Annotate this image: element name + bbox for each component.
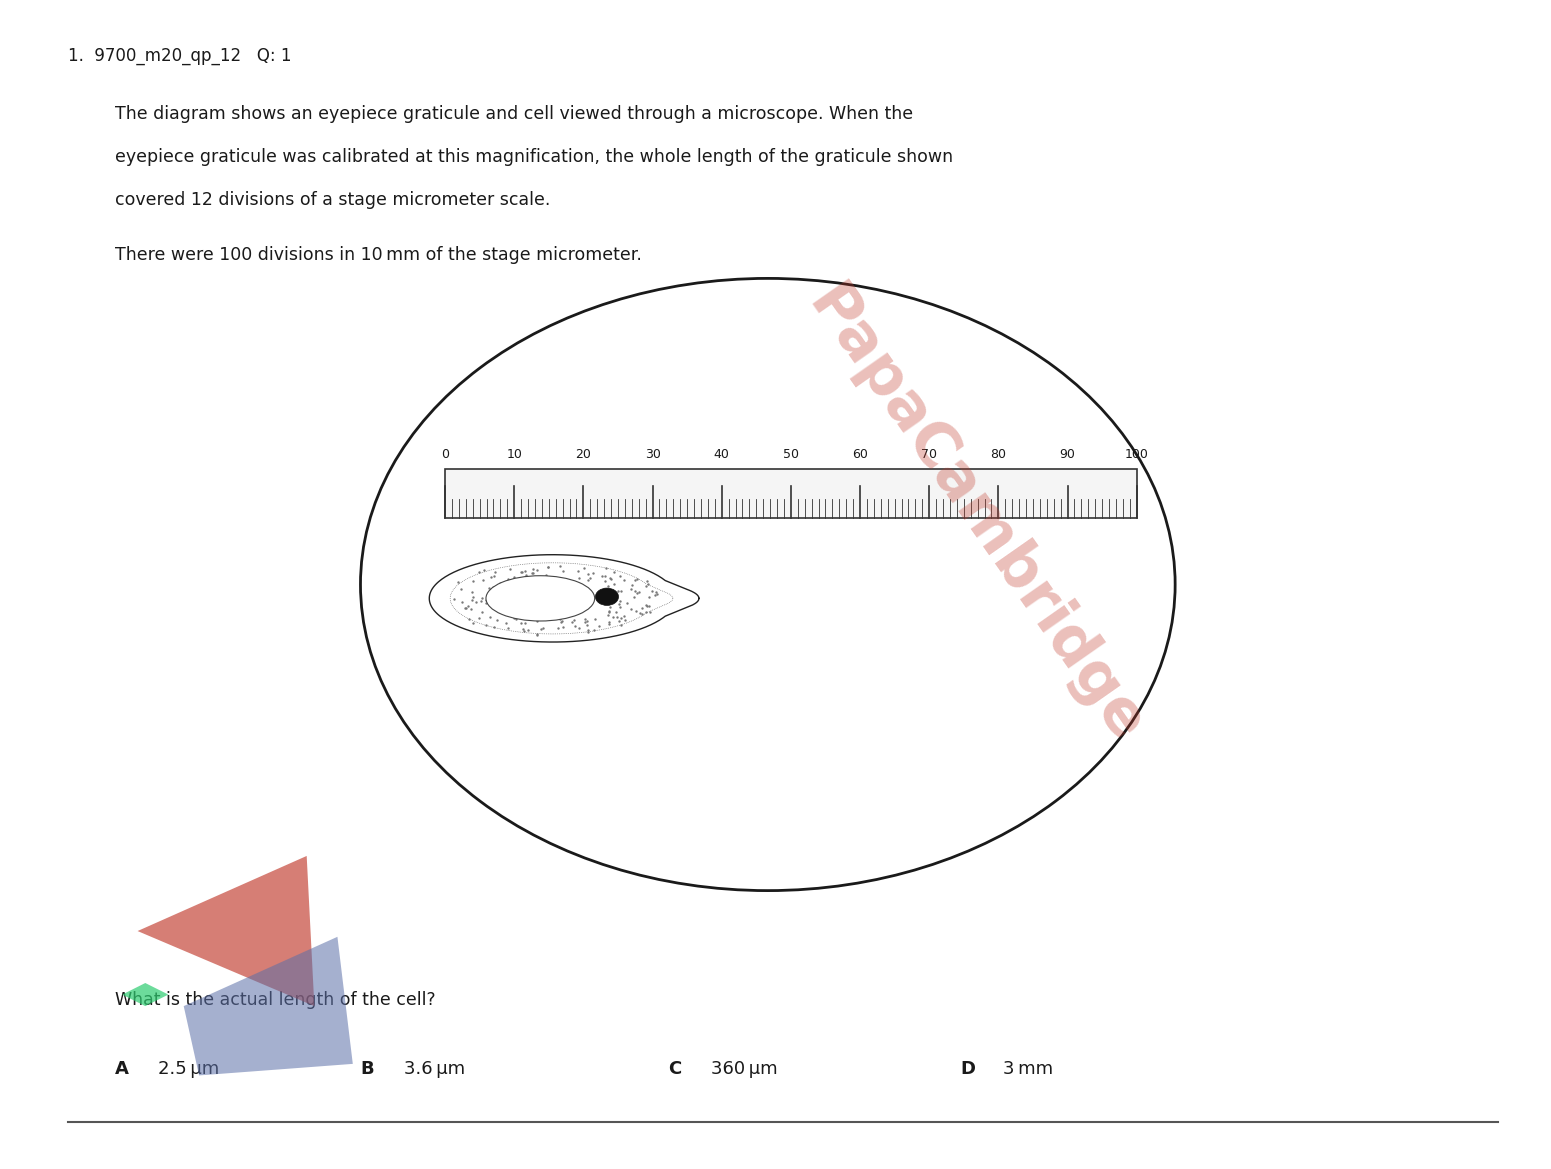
Text: 0: 0 [440,448,450,461]
Circle shape [596,588,619,606]
Text: The diagram shows an eyepiece graticule and cell viewed through a microscope. Wh: The diagram shows an eyepiece graticule … [115,105,912,123]
Text: D: D [960,1060,976,1079]
FancyBboxPatch shape [445,469,1137,518]
Text: 80: 80 [991,448,1007,461]
Text: B: B [360,1060,374,1079]
Text: 60: 60 [851,448,869,461]
Text: There were 100 divisions in 10 mm of the stage micrometer.: There were 100 divisions in 10 mm of the… [115,245,642,264]
Text: 2.5 μm: 2.5 μm [158,1060,219,1079]
Text: What is the actual length of the cell?: What is the actual length of the cell? [115,991,436,1009]
Polygon shape [183,936,352,1075]
Text: eyepiece graticule was calibrated at this magnification, the whole length of the: eyepiece graticule was calibrated at thi… [115,147,952,166]
Polygon shape [123,983,169,1007]
Text: 50: 50 [783,448,799,461]
Text: 40: 40 [713,448,729,461]
Text: 360 μm: 360 μm [710,1060,777,1079]
Text: 10: 10 [506,448,523,461]
Ellipse shape [485,575,594,621]
Text: 90: 90 [1059,448,1075,461]
Text: 3 mm: 3 mm [1003,1060,1053,1079]
Text: 1.  9700_m20_qp_12   Q: 1: 1. 9700_m20_qp_12 Q: 1 [68,48,292,65]
Polygon shape [138,856,315,1007]
Text: 30: 30 [645,448,661,461]
Text: 20: 20 [575,448,591,461]
Text: 3.6 μm: 3.6 μm [403,1060,465,1079]
Text: C: C [668,1060,681,1079]
Text: 70: 70 [921,448,937,461]
Text: A: A [115,1060,129,1079]
Text: covered 12 divisions of a stage micrometer scale.: covered 12 divisions of a stage micromet… [115,191,551,208]
Text: 100: 100 [1124,448,1149,461]
Text: PapaCambridge: PapaCambridge [796,276,1155,754]
